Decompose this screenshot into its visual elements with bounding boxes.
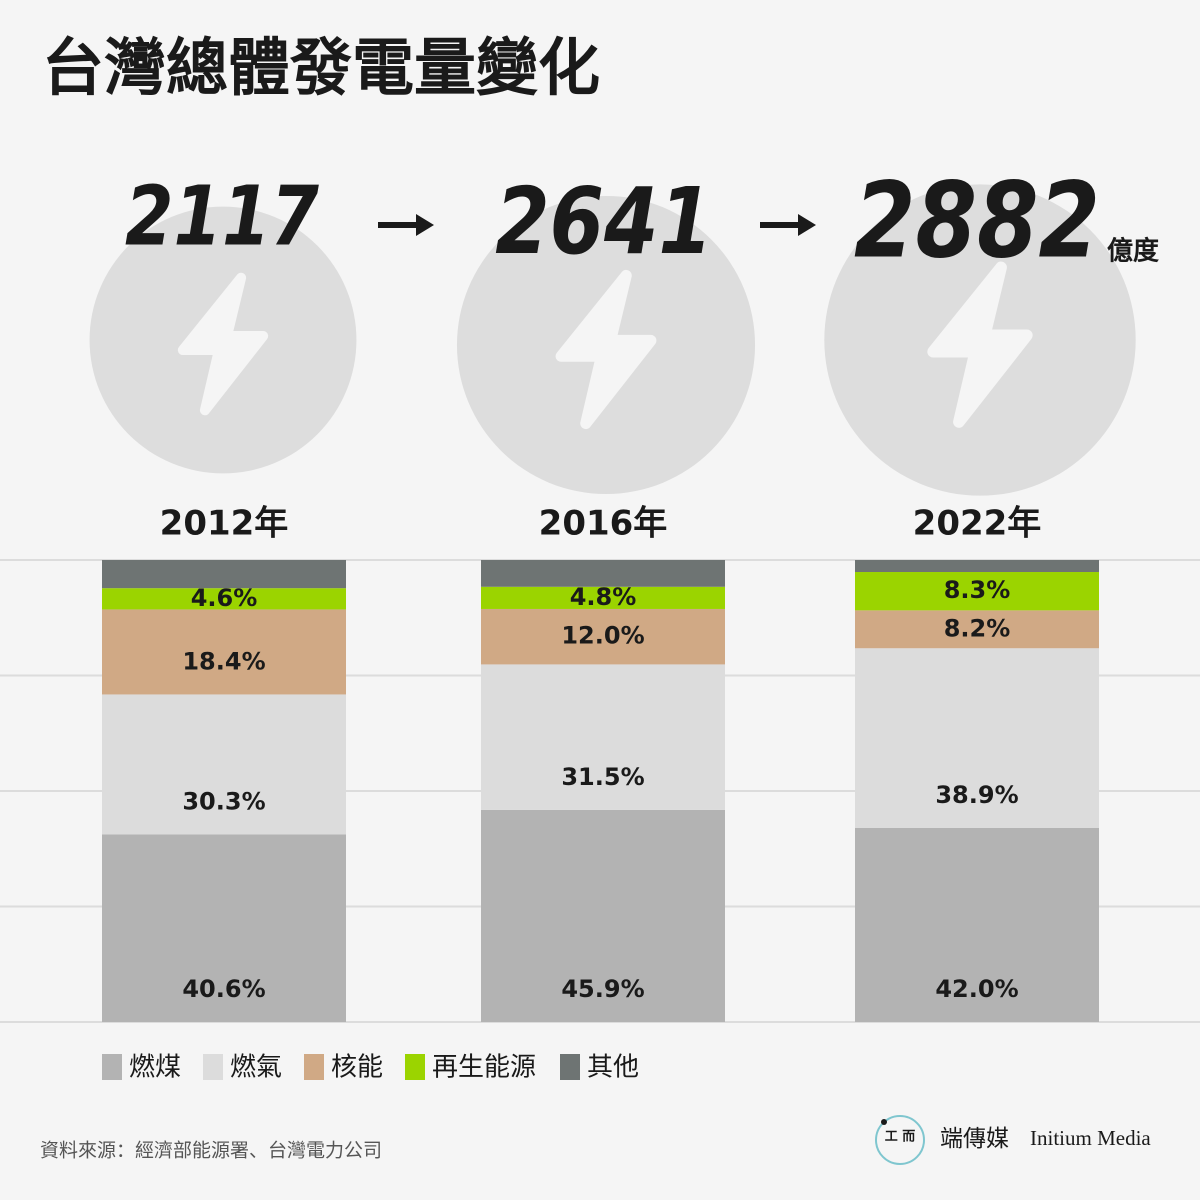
legend-swatch xyxy=(405,1054,425,1080)
logo: 工 而 xyxy=(875,1115,925,1165)
bar-segment xyxy=(481,809,725,1022)
arrow xyxy=(378,214,816,236)
bar-segment xyxy=(481,664,725,810)
total-value: 2641 xyxy=(495,169,713,276)
bar-segment xyxy=(481,560,725,587)
x-tick-label: 2022年 xyxy=(913,504,1042,544)
data-label: 38.9% xyxy=(935,781,1018,809)
brand-chinese: 端傳媒 xyxy=(940,1126,1009,1152)
legend-label: 其他 xyxy=(587,1053,639,1083)
legend-label: 核能 xyxy=(331,1053,383,1083)
bar-segment xyxy=(481,608,725,665)
data-label: 45.9% xyxy=(561,975,644,1003)
data-label: 18.4% xyxy=(182,647,265,675)
bar-segment xyxy=(102,560,346,589)
bolt-icon xyxy=(927,261,1033,428)
x-tick-label: 2016年 xyxy=(539,504,668,544)
data-label: 31.5% xyxy=(561,763,644,791)
data-label: 4.8% xyxy=(570,583,637,611)
bar-segment xyxy=(855,610,1099,649)
data-label: 8.3% xyxy=(944,576,1011,604)
bar-segment xyxy=(102,834,346,1022)
bar-segment xyxy=(102,588,346,610)
bar-segment xyxy=(855,572,1099,611)
legend-label: 再生能源 xyxy=(432,1053,536,1083)
data-label: 30.3% xyxy=(182,787,265,815)
brand-english: Initium Media xyxy=(1030,1126,1151,1150)
legend-label: 燃氣 xyxy=(230,1053,282,1083)
total-unit: 億度 xyxy=(1107,236,1159,267)
legend-swatch xyxy=(304,1054,324,1080)
data-label: 4.6% xyxy=(191,584,258,612)
data-label: 8.2% xyxy=(944,614,1011,642)
bar-segment xyxy=(102,694,346,835)
bar-segment xyxy=(855,648,1099,828)
bar-segment xyxy=(855,827,1099,1022)
bar-segment xyxy=(855,560,1099,573)
svg-text:工 而: 工 而 xyxy=(885,1130,916,1145)
bolt-icon xyxy=(555,269,657,430)
source: 資料來源：經濟部能源署、台灣電力公司 xyxy=(40,1140,382,1162)
bar-segment xyxy=(481,586,725,609)
total-value: 2117 xyxy=(125,168,319,264)
legend-label: 燃煤 xyxy=(129,1053,181,1083)
data-label: 42.0% xyxy=(935,975,1018,1003)
x-tick-label: 2012年 xyxy=(160,504,289,544)
total-value: 2882 xyxy=(854,159,1100,281)
data-label: 40.6% xyxy=(182,975,265,1003)
legend-swatch xyxy=(560,1054,580,1080)
bolt-icon xyxy=(177,272,269,416)
legend-swatch xyxy=(203,1054,223,1080)
chart-title: 台灣總體發電量變化 xyxy=(42,31,600,104)
data-label: 12.0% xyxy=(561,622,644,650)
bar-segment xyxy=(102,609,346,695)
legend-swatch xyxy=(102,1054,122,1080)
